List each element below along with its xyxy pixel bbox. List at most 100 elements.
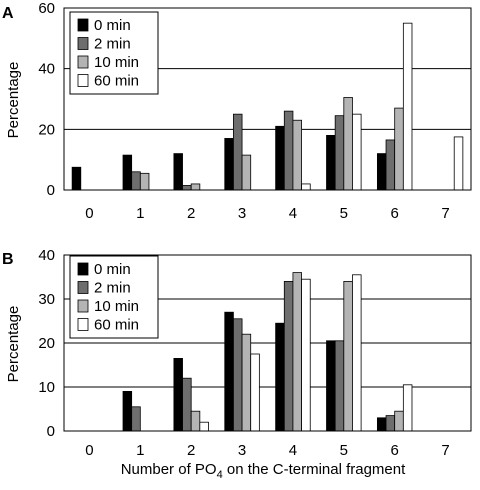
legend-swatch: [77, 55, 89, 69]
x-tick-label: 5: [340, 442, 348, 459]
bar: [301, 278, 311, 432]
legend-swatch: [77, 74, 89, 87]
bar: [224, 311, 234, 432]
bar: [385, 139, 396, 191]
bar: [402, 384, 413, 432]
bar: [131, 171, 141, 191]
bar: [292, 272, 302, 432]
legend-label: 2 min: [94, 280, 131, 297]
x-tick-label: 0: [85, 442, 93, 459]
bar: [453, 136, 464, 191]
y-tick-label: 0: [47, 423, 55, 440]
bar: [283, 110, 294, 191]
legend-label: 10 min: [94, 298, 139, 315]
panel-a-chart: A Percentage 0 20 40 60 0 1 2 3 4 5 6 7 0 min 2 min…: [2, 0, 472, 222]
bar: [394, 410, 404, 432]
bar: [173, 357, 183, 432]
legend-swatch: [77, 262, 89, 276]
panel-b-bars: [122, 272, 413, 432]
panel-b-chart: B Percentage 0 10 20 30 40 0 1 2 3 4 5 6 7 0 min 2 m…: [2, 247, 472, 459]
x-tick-label: 2: [187, 442, 195, 459]
bar: [283, 280, 294, 432]
panel-a-bars: [71, 22, 464, 191]
bar: [190, 410, 201, 432]
legend-label: 60 min: [94, 73, 139, 90]
bar: [182, 185, 192, 191]
panel-b-y-ticks: 0 10 20 30 40: [38, 247, 55, 440]
bar: [139, 172, 150, 191]
x-tick-label: 6: [391, 442, 399, 459]
x-tick-label: 1: [136, 205, 144, 222]
bar: [376, 153, 387, 191]
y-tick-label: 40: [38, 61, 55, 78]
bar: [275, 125, 285, 191]
bar: [190, 183, 201, 191]
x-tick-label: 3: [238, 442, 246, 459]
legend-label: 60 min: [94, 317, 139, 334]
legend-swatch: [77, 318, 89, 331]
x-tick-label: 3: [238, 205, 246, 222]
bar: [122, 154, 133, 191]
x-tick-label: 4: [289, 442, 297, 459]
bar: [343, 280, 353, 432]
bar: [122, 390, 133, 432]
legend-label: 2 min: [94, 36, 131, 53]
bar: [385, 415, 396, 432]
bar: [402, 22, 413, 191]
bar: [301, 183, 311, 191]
x-tick-label: 5: [340, 205, 348, 222]
x-tick-label: 7: [441, 205, 449, 222]
x-tick-label: 0: [85, 205, 93, 222]
y-tick-label: 0: [47, 182, 55, 199]
y-tick-label: 20: [38, 121, 55, 138]
panel-a-ylabel: Percentage: [5, 62, 22, 139]
legend-label: 0 min: [94, 17, 131, 34]
x-tick-label: 4: [289, 205, 297, 222]
bar: [292, 119, 302, 191]
panel-a-label: A: [2, 5, 14, 22]
bar: [233, 113, 243, 191]
y-tick-label: 40: [38, 247, 55, 264]
x-tick-label: 6: [391, 205, 399, 222]
panel-a-x-ticks: 0 1 2 3 4 5 6 7: [85, 205, 449, 222]
legend-swatch: [77, 299, 89, 313]
bar: [343, 97, 353, 191]
legend-label: 0 min: [94, 261, 131, 278]
bar: [182, 377, 192, 432]
bar: [173, 153, 183, 191]
x-axis-title-prefix: Number of PO: [121, 461, 217, 478]
bar: [352, 113, 362, 191]
legend-swatch: [77, 18, 89, 32]
x-axis-title-suffix: on the C-terminal fragment: [223, 461, 406, 478]
panel-b-label: B: [2, 251, 14, 268]
bar: [326, 134, 336, 191]
panel-a-y-ticks: 0 20 40 60: [38, 0, 55, 199]
x-axis-title: Number of PO4 on the C-terminal fragment: [121, 461, 406, 481]
bar: [376, 417, 387, 432]
y-tick-label: 30: [38, 291, 55, 308]
legend-label: 10 min: [94, 54, 139, 71]
bar: [326, 340, 336, 432]
bar: [394, 107, 404, 191]
y-tick-label: 10: [38, 379, 55, 396]
panel-b-plot-frame: [63, 254, 472, 432]
x-axis-title-subscript: 4: [217, 469, 223, 481]
y-tick-label: 60: [38, 0, 55, 17]
bar: [71, 166, 82, 191]
x-tick-label: 1: [136, 442, 144, 459]
legend-swatch: [77, 281, 89, 294]
bar: [334, 115, 345, 191]
bar: [131, 406, 141, 432]
panel-b-x-ticks: 0 1 2 3 4 5 6 7: [85, 442, 449, 459]
bar: [241, 333, 252, 432]
panel-b-ylabel: Percentage: [5, 306, 22, 383]
bar: [352, 274, 362, 432]
bar: [233, 318, 243, 432]
bar: [199, 421, 209, 432]
bar: [224, 138, 234, 191]
x-tick-label: 2: [187, 205, 195, 222]
y-tick-label: 20: [38, 335, 55, 352]
